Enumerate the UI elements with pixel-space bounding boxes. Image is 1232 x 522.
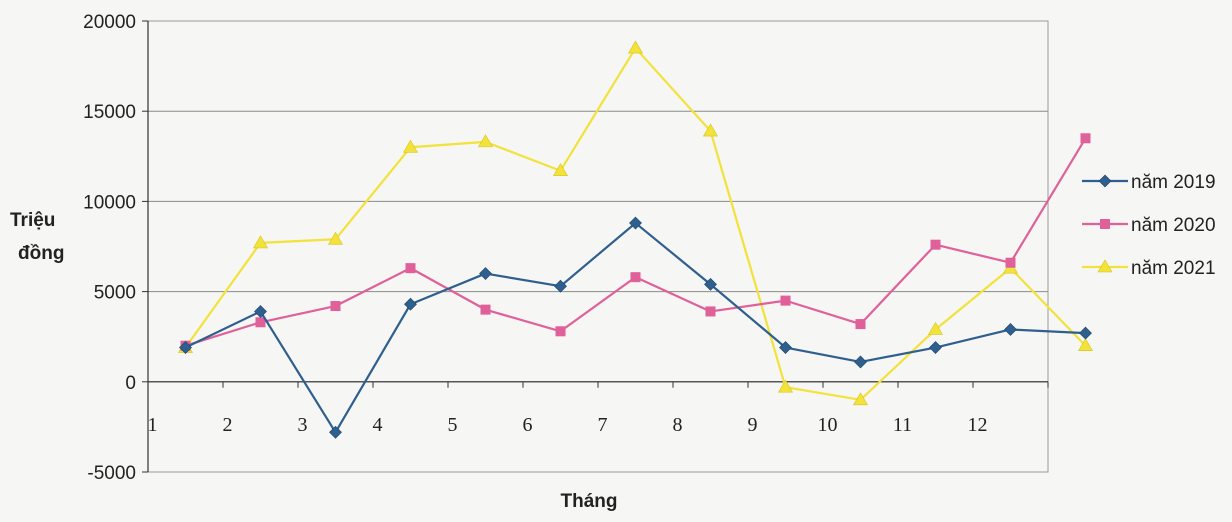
data-point (552, 163, 569, 177)
data-point (704, 277, 717, 291)
data-point (327, 231, 344, 245)
legend-item-2020: năm 2020 (1082, 215, 1216, 236)
y-tick-label: 5000 (94, 283, 136, 304)
data-point (402, 139, 419, 153)
x-tick-label: 4 (373, 414, 383, 436)
data-point (1004, 323, 1017, 336)
data-point (702, 123, 719, 137)
data-point (1080, 133, 1091, 144)
x-tick-label: 3 (298, 414, 308, 436)
data-point (479, 267, 492, 280)
legend-label-2021: năm 2021 (1131, 258, 1216, 279)
data-point (1077, 338, 1094, 352)
series-năm-2021 (177, 40, 1094, 406)
data-point (405, 263, 416, 274)
data-point (852, 392, 869, 406)
legend-symbol (1098, 174, 1112, 188)
x-tick-label: 11 (893, 414, 912, 436)
x-axis-label: Tháng (561, 491, 618, 512)
y-tick-label: 20000 (83, 12, 136, 33)
legend-marker-2021 (1082, 259, 1128, 273)
legend-item-2019: năm 2019 (1082, 172, 1216, 193)
data-point (404, 297, 417, 311)
data-point (477, 134, 494, 148)
legend: năm 2019 năm 2020 năm 2021 (1082, 172, 1216, 279)
y-axis-label-line-1: Triệu (10, 210, 55, 231)
y-tick-label: 10000 (83, 192, 136, 213)
data-point (329, 425, 342, 439)
legend-marker-2020 (1082, 219, 1128, 229)
legend-item-2021: năm 2021 (1082, 258, 1216, 279)
x-tick-label: 2 (223, 414, 233, 436)
series-lines (177, 40, 1094, 439)
x-tick-label: 12 (968, 414, 988, 436)
data-point (777, 379, 794, 393)
legend-marker-2019 (1082, 174, 1128, 188)
y-tick-label: 0 (125, 373, 136, 394)
series-năm-2019 (179, 216, 1092, 439)
data-point (629, 216, 642, 230)
x-tick-label: 7 (598, 414, 608, 436)
y-tick-label: -5000 (87, 463, 136, 484)
data-point (255, 317, 266, 328)
data-point (555, 326, 566, 337)
data-point (1005, 257, 1016, 268)
legend-label-2020: năm 2020 (1131, 215, 1216, 236)
data-point (779, 341, 792, 354)
data-point (855, 319, 866, 330)
data-point (627, 40, 644, 54)
data-point (854, 355, 867, 369)
axes (142, 20, 1049, 473)
x-tick-label: 8 (673, 414, 683, 436)
data-point (480, 304, 491, 315)
x-tick-label: 9 (748, 414, 758, 436)
data-point (179, 341, 192, 354)
legend-symbol (1100, 219, 1110, 229)
y-axis-label-line-2: đồng (18, 243, 64, 264)
legend-symbol (1097, 259, 1113, 273)
legend-label-2019: năm 2019 (1131, 172, 1216, 193)
data-point (1079, 326, 1092, 340)
data-point (554, 279, 567, 293)
x-tick-label: 6 (523, 414, 533, 436)
data-point (705, 306, 716, 317)
data-point (254, 305, 267, 318)
x-tick-label: 10 (818, 414, 838, 436)
data-point (927, 321, 944, 335)
data-point (780, 295, 791, 306)
x-tick-label: 5 (448, 414, 458, 436)
data-point (630, 272, 641, 283)
data-point (930, 239, 941, 250)
y-tick-label: 15000 (83, 102, 136, 123)
x-tick-label: 1 (148, 414, 158, 436)
data-point (252, 235, 269, 249)
data-point (929, 341, 942, 354)
data-point (330, 301, 341, 312)
